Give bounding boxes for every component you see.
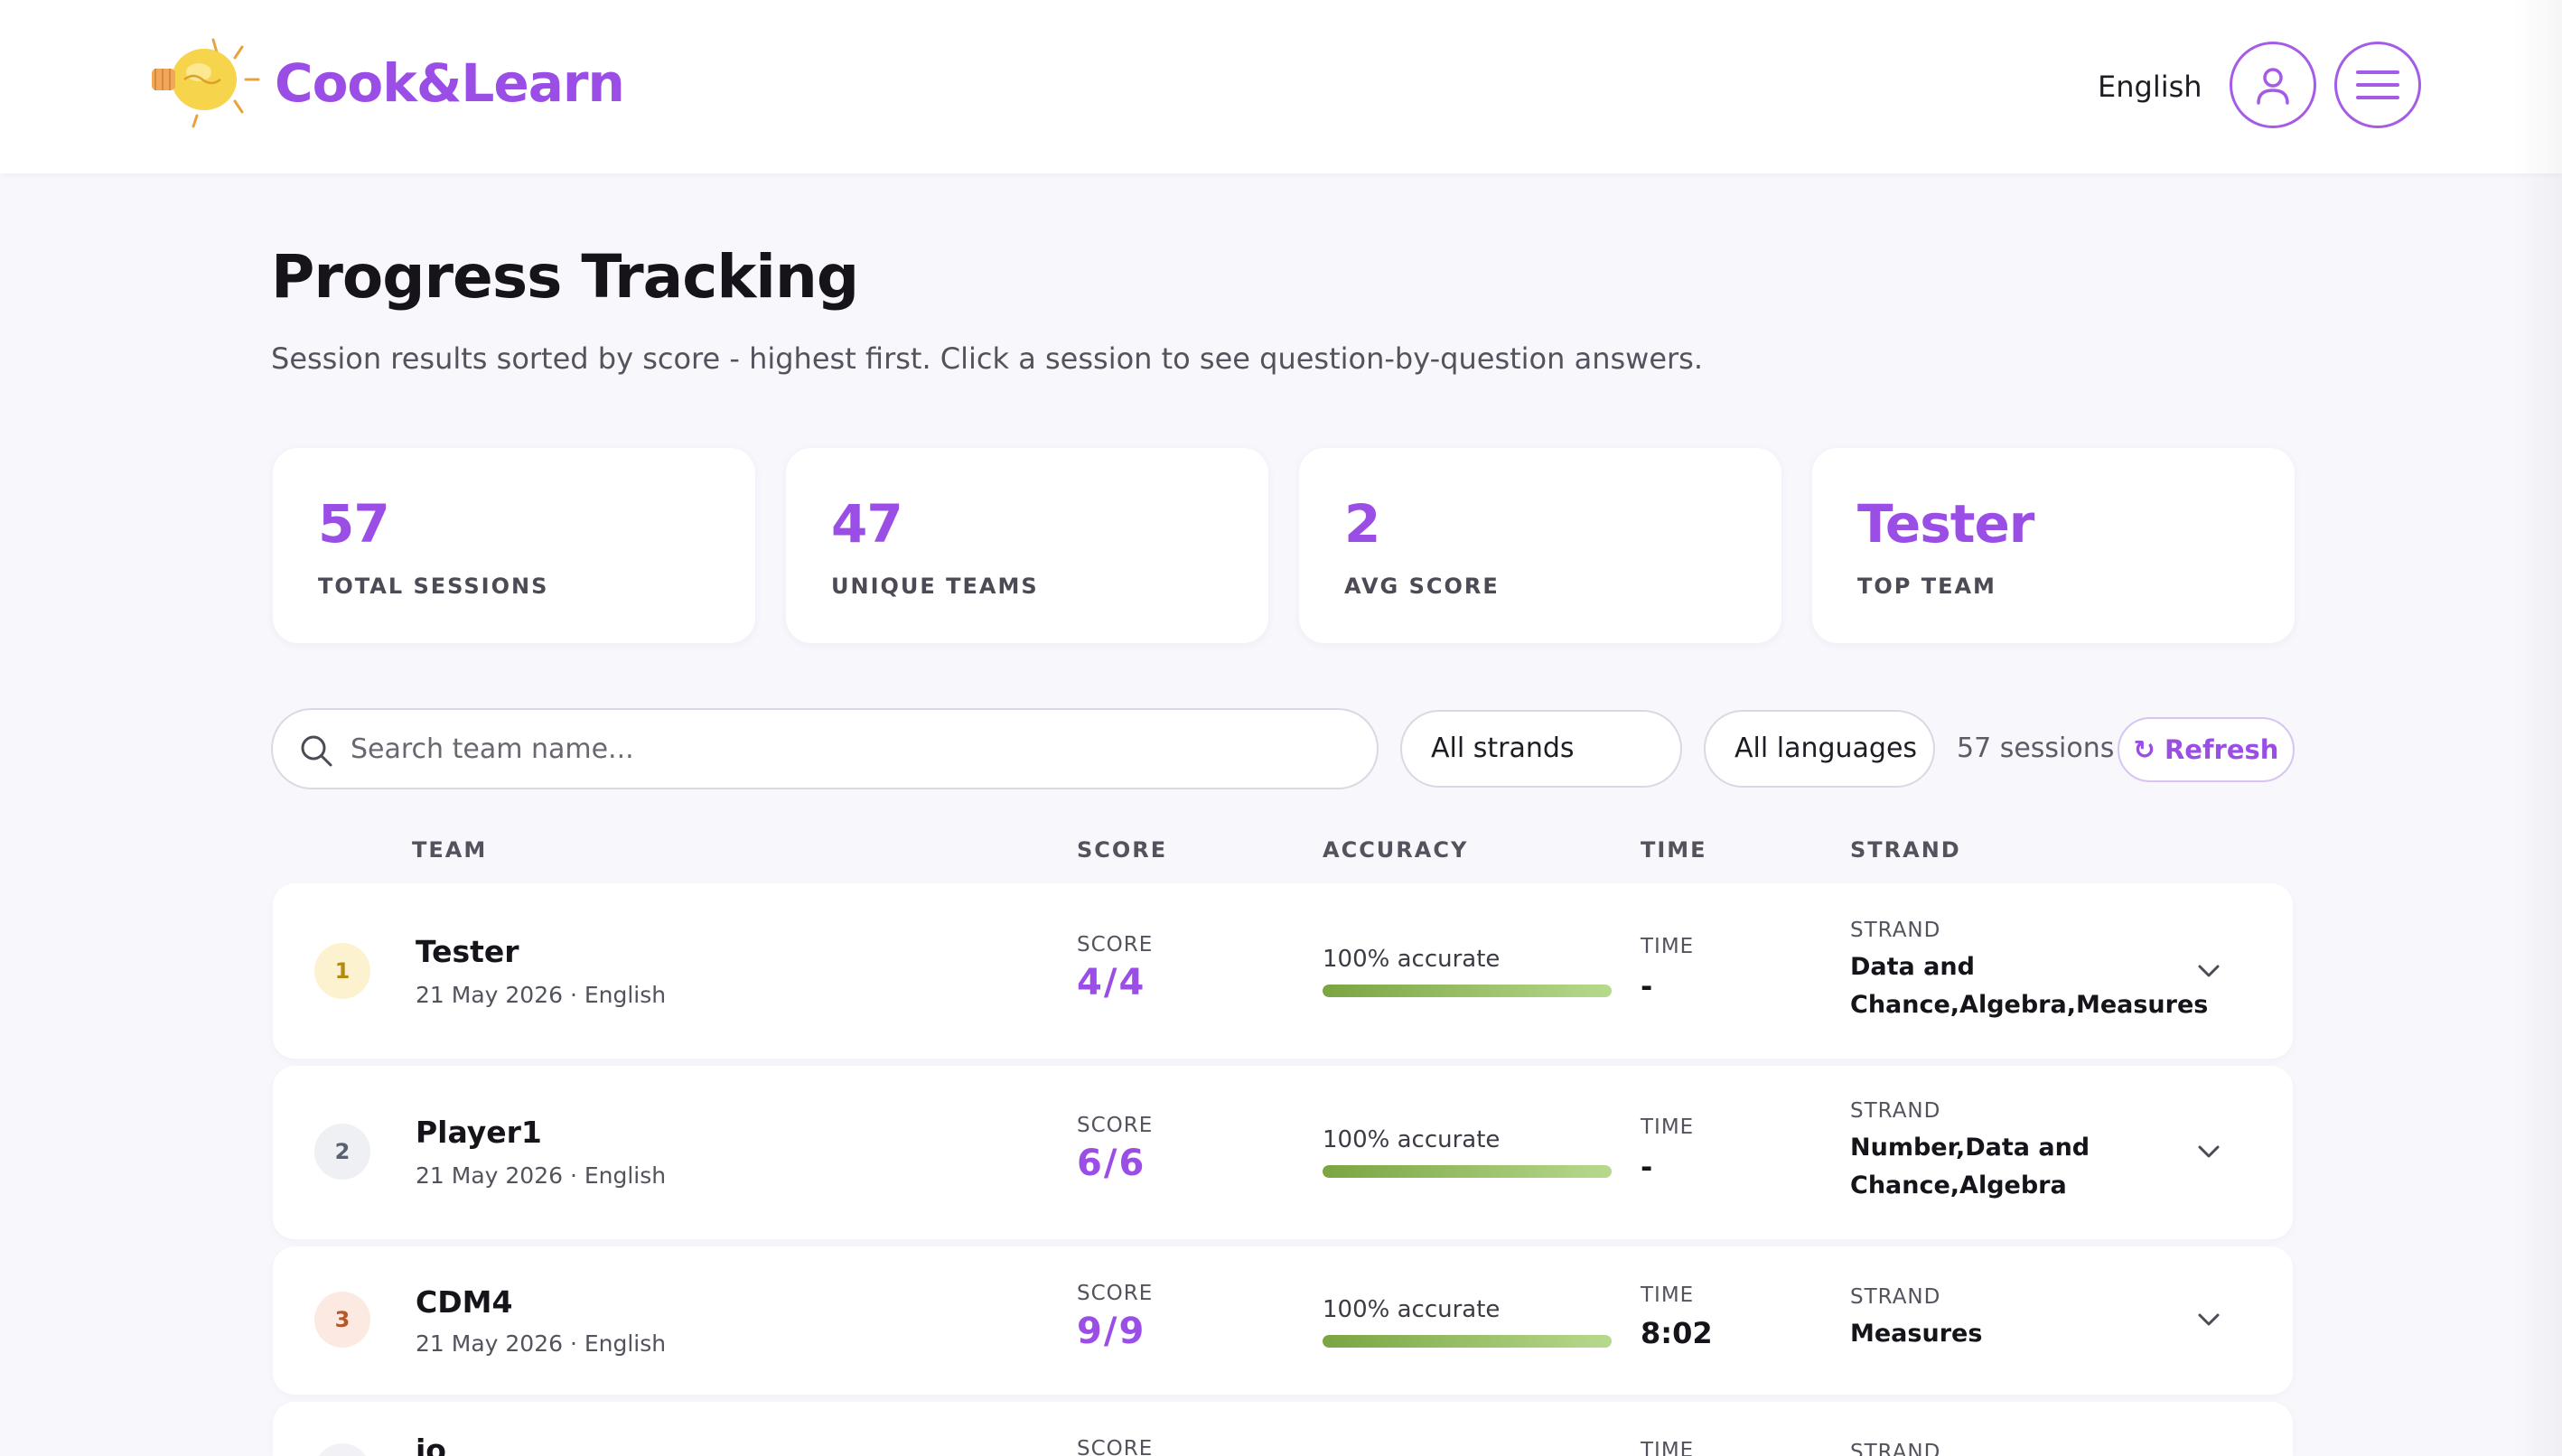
accuracy-fill xyxy=(1323,1165,1612,1178)
time-value: - xyxy=(1641,1150,1653,1184)
search-box[interactable] xyxy=(271,708,1379,789)
accuracy-fill xyxy=(1323,985,1612,997)
score-value: 4/4 xyxy=(1077,962,1146,1003)
strand-label: STRAND xyxy=(1850,919,1941,942)
brand-name[interactable]: Cook&Learn xyxy=(275,52,625,114)
column-header-team: TEAM xyxy=(412,837,488,863)
team-name: jo xyxy=(416,1433,446,1456)
column-header-strand: STRAND xyxy=(1850,837,1961,863)
stat-card-total-sessions: 57 TOTAL SESSIONS xyxy=(273,448,755,643)
stat-value: Tester xyxy=(1857,493,2034,555)
window-edge-shadow xyxy=(2511,0,2562,1456)
team-name: Tester xyxy=(416,934,519,969)
session-meta: 21 May 2026 · English xyxy=(416,982,667,1008)
accuracy-fill xyxy=(1323,1335,1612,1348)
accuracy-text: 100% accurate xyxy=(1323,1296,1501,1323)
user-profile-button[interactable] xyxy=(2230,42,2316,128)
chevron-down-icon[interactable] xyxy=(2195,1306,2222,1333)
column-header-accuracy: ACCURACY xyxy=(1323,837,1469,863)
time-value: 8:02 xyxy=(1641,1316,1713,1350)
session-meta: 21 May 2026 · English xyxy=(416,1330,667,1357)
accuracy-bar xyxy=(1323,1335,1612,1348)
hamburger-menu-icon xyxy=(2356,70,2399,99)
menu-button[interactable] xyxy=(2334,42,2421,128)
search-icon xyxy=(301,735,332,767)
score-label: SCORE xyxy=(1077,1114,1154,1137)
stat-value: 47 xyxy=(831,493,903,555)
time-label: TIME xyxy=(1641,935,1695,958)
time-value: - xyxy=(1641,969,1653,1003)
top-header: Cook&Learn English xyxy=(0,0,2562,173)
strand-filter-select[interactable]: All strands xyxy=(1400,710,1682,788)
score-label: SCORE xyxy=(1077,1437,1154,1456)
rank-badge: 2 xyxy=(314,1124,370,1180)
rank-badge: 3 xyxy=(314,1292,370,1348)
table-row[interactable]: 2 Player1 21 May 2026 · English SCORE 6/… xyxy=(273,1066,2293,1239)
stat-label: UNIQUE TEAMS xyxy=(831,574,1039,599)
table-row[interactable]: jo SCORE TIME STRAND xyxy=(273,1402,2293,1456)
table-row[interactable]: 3 CDM4 21 May 2026 · English SCORE 9/9 1… xyxy=(273,1246,2293,1395)
accuracy-bar xyxy=(1323,1165,1612,1178)
time-label: TIME xyxy=(1641,1115,1695,1139)
chevron-down-icon[interactable] xyxy=(2195,1138,2222,1165)
time-label: TIME xyxy=(1641,1439,1695,1456)
team-name: CDM4 xyxy=(416,1284,513,1320)
accuracy-text: 100% accurate xyxy=(1323,1126,1501,1153)
lightbulb-logo-icon[interactable] xyxy=(148,36,260,135)
strand-label: STRAND xyxy=(1850,1099,1941,1123)
page-subtitle: Session results sorted by score - highes… xyxy=(271,341,1703,376)
stat-value: 57 xyxy=(318,493,390,555)
strand-value: Data and Chance,Algebra,Measures xyxy=(1850,953,2209,1019)
stat-card-avg-score: 2 AVG SCORE xyxy=(1299,448,1781,643)
stat-label: TOP TEAM xyxy=(1857,574,1996,599)
strand-value: Number,Data and Chance,Algebra xyxy=(1850,1134,2090,1199)
score-value: 9/9 xyxy=(1077,1311,1146,1352)
accuracy-bar xyxy=(1323,985,1612,997)
rank-badge xyxy=(314,1443,370,1456)
chevron-down-icon[interactable] xyxy=(2195,957,2222,985)
language-switcher[interactable]: English xyxy=(2098,70,2202,104)
user-icon xyxy=(2257,68,2289,105)
team-name: Player1 xyxy=(416,1115,542,1150)
time-label: TIME xyxy=(1641,1283,1695,1307)
stat-card-top-team: Tester TOP TEAM xyxy=(1812,448,2295,643)
stat-card-unique-teams: 47 UNIQUE TEAMS xyxy=(786,448,1268,643)
column-header-score: SCORE xyxy=(1077,837,1168,863)
language-filter-select[interactable]: All languages xyxy=(1704,710,1935,788)
search-input[interactable] xyxy=(351,712,1353,786)
session-meta: 21 May 2026 · English xyxy=(416,1162,667,1189)
score-label: SCORE xyxy=(1077,1282,1154,1305)
stat-label: AVG SCORE xyxy=(1344,574,1500,599)
rank-badge: 1 xyxy=(314,943,370,999)
strand-value: Measures xyxy=(1850,1320,1983,1348)
stat-value: 2 xyxy=(1344,493,1380,555)
accuracy-text: 100% accurate xyxy=(1323,946,1501,973)
refresh-button[interactable]: ↻ Refresh xyxy=(2118,717,2295,782)
strand-label: STRAND xyxy=(1850,1285,1941,1309)
strand-label: STRAND xyxy=(1850,1441,1941,1456)
column-header-time: TIME xyxy=(1641,837,1707,863)
page-title: Progress Tracking xyxy=(271,242,859,312)
session-count: 57 sessions xyxy=(1957,733,2115,764)
stat-label: TOTAL SESSIONS xyxy=(318,574,549,599)
table-row[interactable]: 1 Tester 21 May 2026 · English SCORE 4/4… xyxy=(273,883,2293,1059)
score-label: SCORE xyxy=(1077,933,1154,957)
score-value: 6/6 xyxy=(1077,1143,1146,1184)
